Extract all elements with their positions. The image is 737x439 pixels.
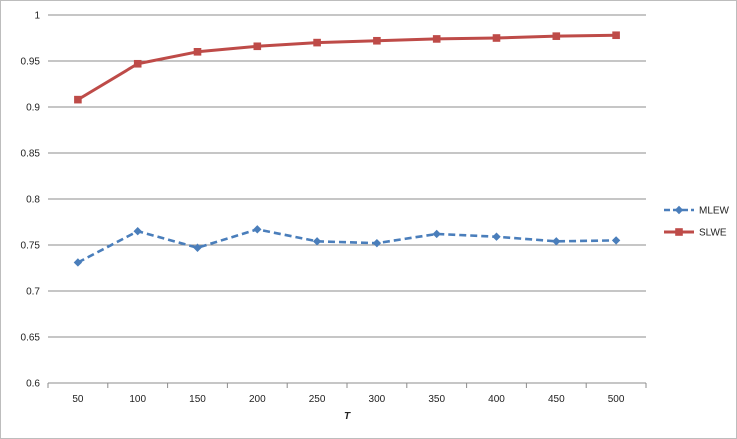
legend-label: SLWE [699,228,727,239]
legend-label: MLEW [699,206,730,217]
data-point-mlew [133,227,142,236]
data-point-mlew [193,243,202,252]
x-tick-label: 300 [369,394,386,405]
y-tick-label: 1 [34,11,40,22]
x-tick-label: 150 [189,394,206,405]
data-point-mlew [552,237,561,246]
y-axis-tick-labels: 0.6 0.65 0.7 0.75 0.8 0.85 0.9 0.95 1 [21,11,41,390]
gridlines [48,14,646,384]
x-tick-label: 450 [548,394,565,405]
y-tick-label: 0.85 [21,149,41,160]
x-tick-label: 500 [608,394,625,405]
data-point-slwe [74,95,82,104]
data-point-mlew [253,225,262,234]
legend-marker [674,205,684,215]
data-point-slwe [552,32,561,40]
data-point-slwe [133,59,142,68]
y-tick-label: 0.6 [26,379,40,390]
data-point-mlew [312,237,322,246]
data-point-mlew [73,258,83,267]
legend-item-slwe: SLWE [664,228,727,239]
y-tick-label: 0.7 [26,287,40,298]
data-point-mlew [372,238,382,248]
data-point-slwe [313,38,321,47]
y-tick-label: 0.9 [26,103,40,114]
data-point-slwe [253,42,262,51]
x-tick-label: 100 [129,394,146,405]
x-axis-title: T [344,411,351,422]
series-slwe [74,31,620,104]
x-axis-tick-labels: 50 100 150 200 250 300 350 400 450 500 [47,383,647,405]
x-tick-label: 400 [488,394,505,405]
data-point-mlew [492,232,501,241]
data-point-slwe [373,36,381,45]
series-line-slwe [77,33,617,101]
series-layer [73,31,621,267]
data-point-slwe [612,31,620,40]
series-line-mlew [77,228,617,264]
x-tick-label: 200 [249,394,266,405]
y-tick-label: 0.75 [21,241,41,252]
y-tick-label: 0.65 [21,333,41,344]
legend-item-mlew: MLEW [664,206,730,217]
data-point-mlew [432,229,441,239]
y-tick-label: 0.8 [26,195,40,206]
data-point-slwe [432,35,441,43]
x-tick-label: 50 [72,394,84,405]
legend-marker [675,228,683,236]
series-mlew [73,225,621,267]
data-point-slwe [492,34,501,42]
data-point-mlew [611,236,621,245]
y-tick-label: 0.95 [21,57,41,68]
x-tick-label: 250 [309,394,326,405]
legend: MLEW SLWE [664,206,730,239]
x-tick-label: 350 [428,394,445,405]
data-point-slwe [193,48,202,56]
